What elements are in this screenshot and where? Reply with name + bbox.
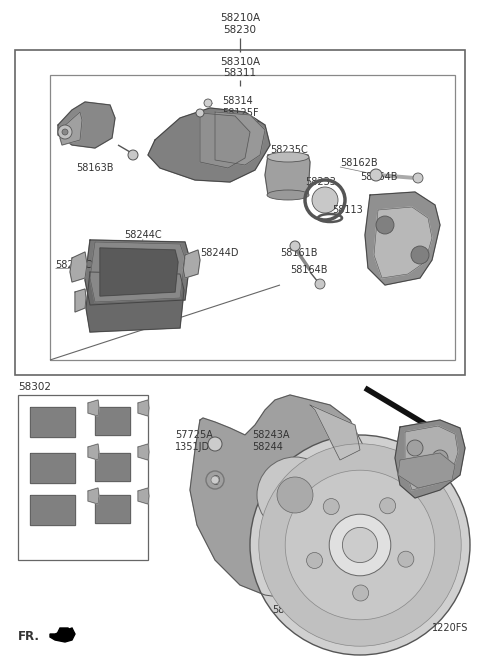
Text: 58243A: 58243A (252, 430, 289, 440)
Circle shape (407, 440, 423, 456)
Text: 58311: 58311 (223, 68, 257, 78)
Circle shape (432, 450, 448, 466)
Text: 1351JD: 1351JD (175, 442, 210, 452)
Polygon shape (138, 488, 149, 504)
Bar (18, 395, 148, 560)
Circle shape (353, 585, 369, 601)
Text: @: @ (210, 475, 220, 485)
Polygon shape (88, 444, 99, 460)
Text: 58162B: 58162B (340, 158, 378, 168)
Polygon shape (365, 192, 440, 285)
Polygon shape (265, 155, 310, 195)
Text: 58230: 58230 (224, 25, 256, 35)
Polygon shape (138, 400, 149, 416)
Polygon shape (50, 628, 75, 642)
Circle shape (277, 477, 313, 513)
Text: 58164B: 58164B (360, 172, 397, 182)
Circle shape (211, 476, 219, 484)
Text: 58411D: 58411D (272, 605, 311, 615)
Circle shape (259, 444, 461, 646)
Polygon shape (310, 405, 360, 460)
Circle shape (204, 99, 212, 107)
Circle shape (323, 499, 339, 514)
Text: 58113: 58113 (332, 205, 363, 215)
Polygon shape (88, 488, 99, 504)
Text: 1220FS: 1220FS (432, 623, 468, 633)
Circle shape (380, 498, 396, 514)
Circle shape (58, 125, 72, 139)
Circle shape (307, 552, 323, 569)
Polygon shape (215, 112, 265, 165)
Circle shape (62, 129, 68, 135)
Circle shape (376, 216, 394, 234)
Polygon shape (85, 240, 190, 305)
Circle shape (290, 241, 300, 251)
Circle shape (128, 150, 138, 160)
Circle shape (312, 187, 338, 213)
Polygon shape (57, 628, 70, 634)
Circle shape (329, 514, 391, 576)
Polygon shape (100, 248, 178, 296)
Polygon shape (58, 102, 115, 148)
Polygon shape (190, 395, 365, 598)
Polygon shape (90, 242, 185, 302)
Ellipse shape (267, 152, 309, 162)
Bar (50, 75, 455, 360)
Text: 58163B: 58163B (76, 163, 114, 173)
Polygon shape (30, 453, 75, 483)
Circle shape (413, 173, 423, 183)
Circle shape (370, 169, 382, 181)
Text: 58210A: 58210A (220, 13, 260, 23)
Text: 58302: 58302 (18, 382, 51, 392)
Text: 58125C: 58125C (222, 121, 260, 131)
Polygon shape (398, 453, 455, 488)
Circle shape (196, 109, 204, 117)
Circle shape (250, 435, 470, 655)
Bar (15, 50, 465, 375)
Polygon shape (405, 426, 458, 490)
Polygon shape (374, 207, 432, 278)
Text: 58161B: 58161B (280, 248, 317, 258)
Text: 58310A: 58310A (220, 57, 260, 67)
Polygon shape (88, 400, 99, 416)
Polygon shape (148, 108, 270, 182)
Text: FR.: FR. (18, 630, 40, 642)
Text: 58233: 58233 (305, 177, 336, 187)
Text: 58244: 58244 (252, 442, 283, 452)
Polygon shape (30, 495, 75, 525)
Polygon shape (95, 453, 130, 481)
Polygon shape (395, 420, 465, 498)
Text: 58244D: 58244D (200, 248, 239, 258)
Circle shape (257, 457, 333, 533)
Polygon shape (95, 407, 130, 435)
Polygon shape (183, 250, 200, 278)
Polygon shape (60, 112, 82, 145)
Text: 58164B: 58164B (290, 265, 327, 275)
Circle shape (208, 437, 222, 451)
Text: 58244C: 58244C (110, 305, 148, 315)
Polygon shape (95, 495, 130, 523)
Text: 58235C: 58235C (270, 145, 308, 155)
Circle shape (285, 470, 435, 620)
Polygon shape (70, 252, 87, 282)
Polygon shape (86, 272, 184, 332)
Text: 58244D: 58244D (55, 260, 94, 270)
Circle shape (411, 246, 429, 264)
Ellipse shape (267, 190, 309, 200)
Circle shape (398, 551, 414, 567)
Polygon shape (30, 407, 75, 437)
Text: 57725A: 57725A (175, 430, 213, 440)
Text: 58125F: 58125F (222, 108, 259, 118)
Polygon shape (138, 444, 149, 460)
Circle shape (342, 527, 378, 563)
Text: 58244C: 58244C (124, 230, 162, 240)
Text: 58314: 58314 (222, 96, 253, 106)
Circle shape (315, 279, 325, 289)
Polygon shape (75, 289, 86, 312)
Polygon shape (200, 113, 250, 168)
